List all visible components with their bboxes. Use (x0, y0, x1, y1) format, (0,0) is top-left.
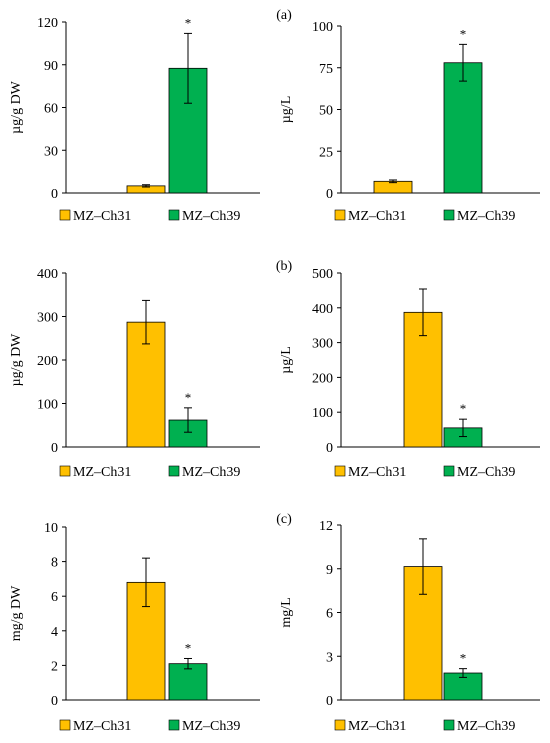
significance-mark: * (460, 26, 467, 41)
y-tick-label: 0 (51, 187, 58, 202)
y-tick-label: 10 (44, 521, 58, 536)
y-tick-label: 120 (37, 16, 58, 31)
bar-mz-ch39 (168, 663, 208, 701)
y-tick-label: 12 (319, 519, 333, 534)
y-tick-label: 500 (312, 267, 333, 282)
y-axis-label: µg/g DW (9, 80, 24, 134)
legend-label: MZ–Ch39 (457, 209, 515, 224)
y-tick-label: 8 (51, 556, 58, 571)
y-tick-label: 6 (326, 607, 333, 622)
y-tick-label: 0 (51, 694, 58, 709)
legend-swatch (443, 209, 455, 221)
legend-label: MZ–Ch31 (348, 465, 406, 480)
legend: MZ–Ch31 MZ–Ch39 (334, 465, 515, 480)
legend-label: MZ–Ch39 (457, 719, 515, 734)
legend-swatch (168, 465, 180, 477)
significance-mark: * (460, 401, 467, 416)
y-axis-label: mg/L (279, 597, 294, 627)
significance-mark: * (460, 651, 467, 666)
legend-swatch (168, 719, 180, 731)
legend-swatch (59, 465, 71, 477)
y-tick-label: 25 (319, 145, 333, 160)
y-tick-label: 100 (312, 20, 333, 35)
legend: MZ–Ch31 MZ–Ch39 (334, 209, 515, 224)
y-tick-label: 0 (326, 441, 333, 456)
significance-mark: * (185, 640, 192, 655)
y-tick-label: 0 (326, 187, 333, 202)
legend-swatch (334, 719, 346, 731)
panel-label: (c) (276, 512, 292, 527)
legend-label: MZ–Ch39 (182, 719, 240, 734)
y-tick-label: 90 (44, 59, 58, 74)
y-tick-label: 9 (326, 563, 333, 578)
legend-label: MZ–Ch39 (182, 209, 240, 224)
y-tick-label: 4 (51, 625, 58, 640)
y-tick-label: 0 (326, 694, 333, 709)
legend-swatch (59, 719, 71, 731)
legend: MZ–Ch31 MZ–Ch39 (59, 209, 240, 224)
legend-swatch (443, 465, 455, 477)
y-axis-label: µg/g DW (9, 333, 24, 387)
legend-label: MZ–Ch31 (348, 719, 406, 734)
chart-panel-1: 0 30 60 90 120 µg/g DW * MZ–Ch31 MZ–Ch39 (9, 15, 260, 224)
legend-swatch (443, 719, 455, 731)
y-axis-label: mg/g DW (9, 585, 24, 641)
chart-panel-3: 0 100 200 300 400 µg/g DW * MZ–Ch31 MZ–Ch39 (9, 267, 260, 480)
y-tick-label: 0 (51, 441, 58, 456)
legend-label: MZ–Ch39 (457, 465, 515, 480)
y-tick-label: 60 (44, 102, 58, 117)
legend-swatch (168, 209, 180, 221)
significance-mark: * (185, 15, 192, 30)
legend-label: MZ–Ch31 (73, 465, 131, 480)
chart-panel-6: 0 3 6 9 12 mg/L * MZ–Ch31 MZ–Ch39 (279, 519, 540, 734)
legend: MZ–Ch31 MZ–Ch39 (334, 719, 515, 734)
legend-swatch (334, 209, 346, 221)
legend-swatch (334, 465, 346, 477)
bar-mz-ch39 (443, 62, 483, 194)
legend: MZ–Ch31 MZ–Ch39 (59, 719, 240, 734)
y-tick-label: 3 (326, 650, 333, 665)
significance-mark: * (185, 390, 192, 405)
chart-panel-5: 0 2 4 6 8 10 mg/g DW * MZ–Ch31 MZ–Ch39 (9, 521, 260, 734)
y-tick-label: 200 (37, 354, 58, 369)
y-tick-label: 2 (51, 659, 58, 674)
panel-label: (a) (276, 8, 292, 23)
y-tick-label: 200 (312, 371, 333, 386)
legend: MZ–Ch31 MZ–Ch39 (59, 465, 240, 480)
panel-label: (b) (276, 259, 293, 274)
legend-label: MZ–Ch39 (182, 465, 240, 480)
y-tick-label: 6 (51, 590, 58, 605)
y-tick-label: 75 (319, 62, 333, 77)
chart-panel-2: 0 25 50 75 100 µg/L * MZ–Ch31 MZ–Ch39 (279, 20, 540, 224)
chart-panel-4: 0 100 200 300 400 500 µg/L * MZ–Ch31 MZ–Ch39 (279, 267, 540, 480)
y-tick-label: 400 (37, 267, 58, 282)
y-tick-label: 50 (319, 104, 333, 119)
y-axis-label: µg/L (279, 346, 294, 374)
y-tick-label: 300 (37, 311, 58, 326)
y-tick-label: 400 (312, 302, 333, 317)
legend-label: MZ–Ch31 (73, 209, 131, 224)
legend-label: MZ–Ch31 (73, 719, 131, 734)
y-tick-label: 100 (312, 406, 333, 421)
y-tick-label: 300 (312, 337, 333, 352)
legend-swatch (59, 209, 71, 221)
legend-label: MZ–Ch31 (348, 209, 406, 224)
y-axis-label: µg/L (279, 96, 294, 124)
y-tick-label: 30 (44, 144, 58, 159)
y-tick-label: 100 (37, 398, 58, 413)
